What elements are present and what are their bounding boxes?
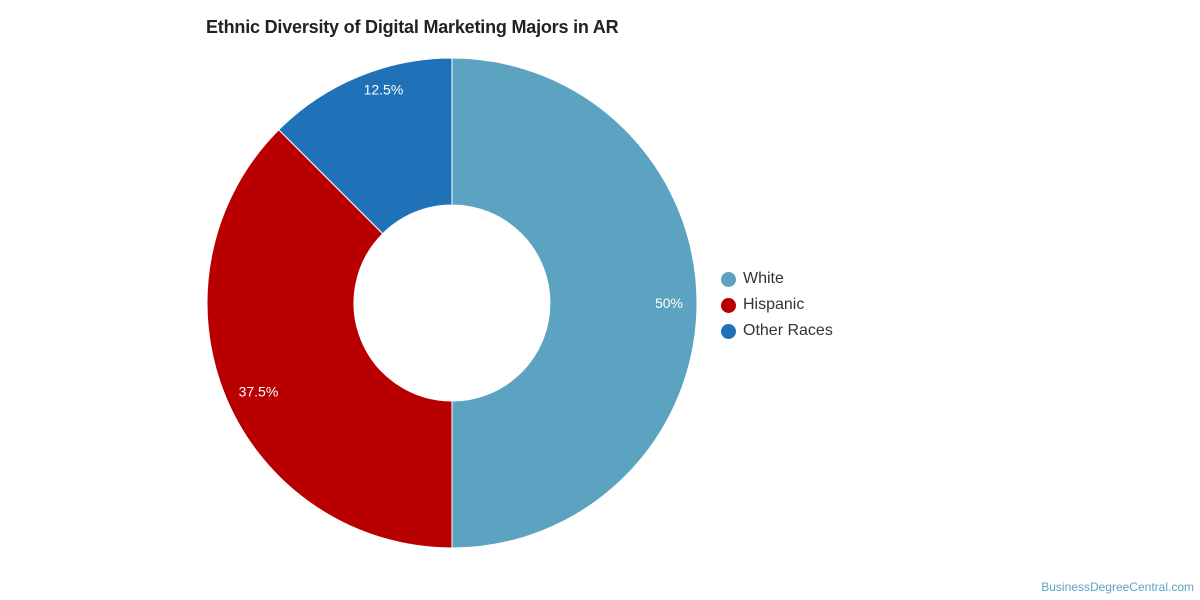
legend-item-hispanic[interactable]: Hispanic <box>721 292 833 318</box>
legend-label-other-races: Other Races <box>743 322 833 339</box>
slice-label-hispanic: 37.5% <box>239 383 279 399</box>
legend-item-other-races[interactable]: Other Races <box>721 318 833 344</box>
source-credit-link[interactable]: BusinessDegreeCentral.com <box>1041 580 1194 594</box>
legend-label-hispanic: Hispanic <box>743 296 805 313</box>
slices-group <box>206 57 698 549</box>
legend-label-white: White <box>743 270 784 287</box>
legend-swatch-other-races <box>721 323 736 339</box>
legend-item-white[interactable]: White <box>721 266 833 292</box>
slice-other-races[interactable] <box>278 57 453 235</box>
slice-labels-group: 50% 37.5% 12.5% <box>239 82 683 400</box>
legend-swatch-hispanic <box>721 297 736 313</box>
slice-label-white: 50% <box>655 295 683 311</box>
slice-label-other-races: 12.5% <box>364 82 404 98</box>
chart-legend: White Hispanic Other Races <box>721 266 833 344</box>
slice-white[interactable] <box>451 57 698 549</box>
slice-hispanic[interactable] <box>206 129 453 549</box>
chart-title: Ethnic Diversity of Digital Marketing Ma… <box>206 17 619 37</box>
legend-swatch-white <box>721 271 736 287</box>
